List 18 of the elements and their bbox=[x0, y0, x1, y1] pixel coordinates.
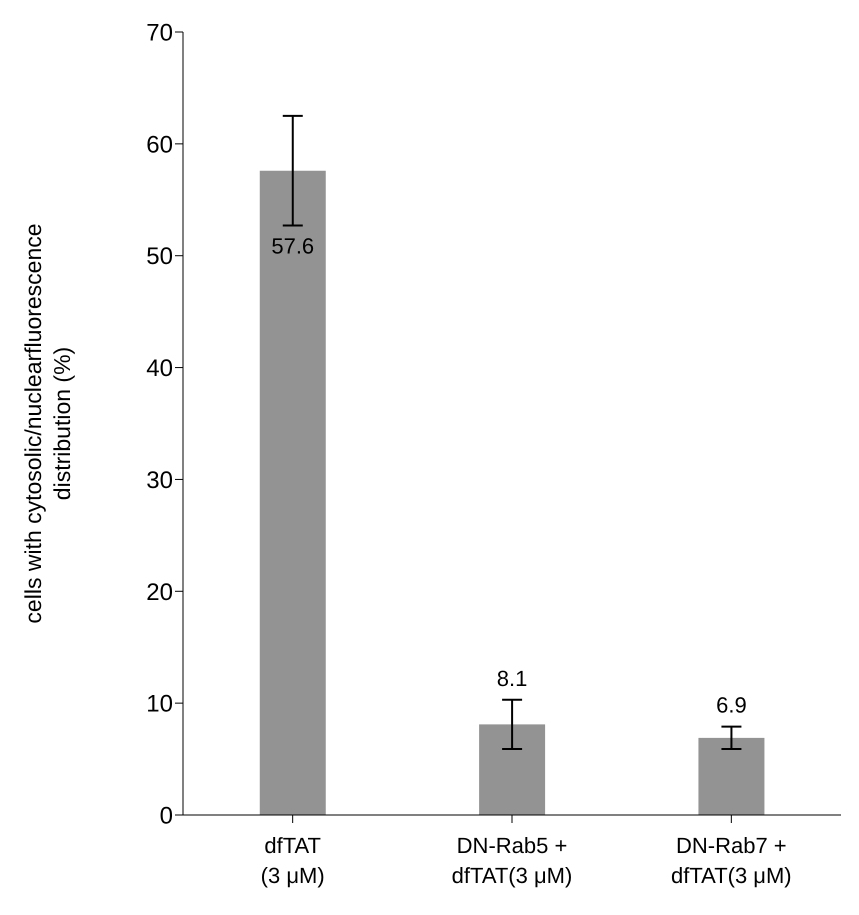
y-tick-label: 0 bbox=[160, 802, 173, 830]
data-label: 6.9 bbox=[716, 692, 747, 718]
y-tick-label: 30 bbox=[146, 466, 173, 494]
y-axis-title: cells with cytosolic/nuclearfluorescence distribution (%) bbox=[20, 223, 75, 624]
bar bbox=[479, 724, 546, 815]
data-label: 8.1 bbox=[496, 666, 528, 691]
bar bbox=[260, 170, 326, 815]
y-tick-label: 20 bbox=[146, 578, 173, 606]
data-label: 57.6 bbox=[271, 234, 314, 259]
bar bbox=[698, 738, 764, 815]
y-tick-label: 70 bbox=[146, 20, 173, 47]
y-tick-label: 60 bbox=[146, 131, 173, 158]
y-tick-label: 50 bbox=[146, 243, 173, 270]
y-tick-label: 40 bbox=[146, 355, 173, 382]
y-tick-label: 10 bbox=[146, 690, 173, 718]
x-tick-label: dfTAT (3 μM) bbox=[260, 833, 325, 888]
x-tick-label: DN-Rab7 + dfTAT(3 μM) bbox=[671, 833, 792, 888]
x-tick-label: DN-Rab5 + dfTAT(3 μM) bbox=[452, 833, 572, 888]
